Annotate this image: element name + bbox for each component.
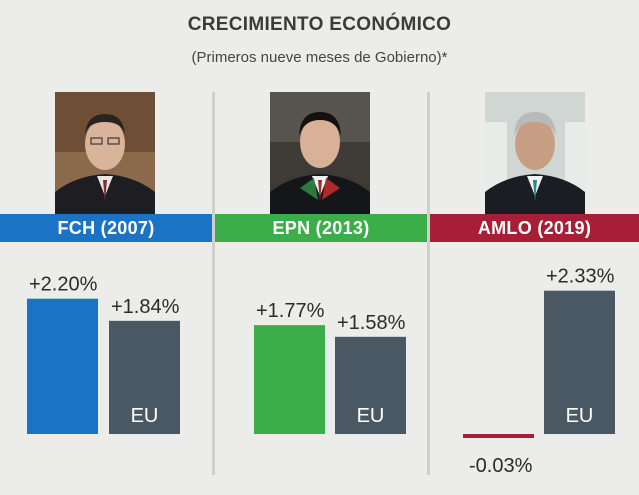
value-label-epn-country: +1.77% [256, 300, 325, 322]
chart-title: CRECIMIENTO ECONÓMICO [187, 14, 452, 35]
bar-amlo-country [463, 434, 534, 438]
panel-divider [212, 92, 215, 475]
group-banner-amlo: AMLO (2019) [430, 214, 639, 242]
value-label-epn-eu: +1.58% [337, 312, 406, 334]
value-label-fch-eu: +1.84% [111, 296, 180, 318]
bar-inner-label-epn: EU [357, 405, 385, 427]
bar-inner-label-fch: EU [131, 405, 159, 427]
bar-epn-eu [335, 336, 406, 434]
portrait-amlo [485, 92, 585, 214]
bar-inner-label-amlo: EU [566, 405, 594, 427]
portrait-epn [270, 92, 370, 214]
value-label-fch-country: +2.20% [29, 274, 98, 296]
bar-amlo-eu [544, 290, 615, 434]
bar-epn-country [254, 325, 325, 434]
portrait-fch [55, 92, 155, 214]
bar-fch-country [27, 298, 98, 434]
group-banner-fch: FCH (2007) [0, 214, 212, 242]
panel-divider [427, 92, 430, 475]
value-label-amlo-country: -0.03% [469, 455, 533, 477]
group-banner-epn: EPN (2013) [215, 214, 427, 242]
value-label-amlo-eu: +2.33% [546, 266, 615, 288]
bar-fch-eu [109, 320, 180, 434]
chart-subtitle: (Primeros nueve meses de Gobierno)* [191, 49, 448, 66]
